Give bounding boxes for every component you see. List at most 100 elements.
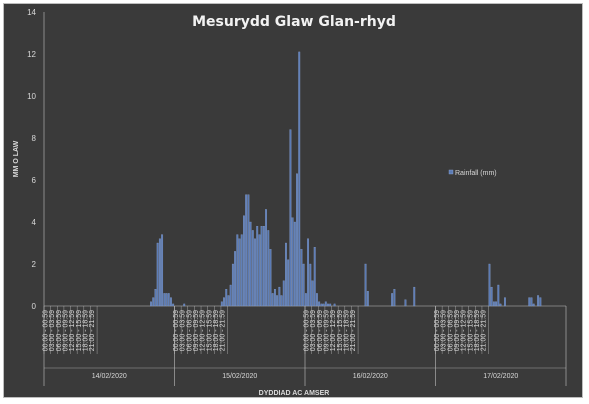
rainfall-bar <box>307 238 310 307</box>
rainfall-bar <box>245 194 248 307</box>
rainfall-bar <box>256 226 259 307</box>
x-tick-label: 06:00 - 06:59 <box>186 310 193 351</box>
x-tick-label: 15:00 - 15:59 <box>206 310 213 351</box>
rainfall-bar <box>260 226 263 307</box>
rainfall-bar <box>271 293 274 307</box>
x-tick-label: 00:00 - 00:59 <box>304 310 311 351</box>
rainfall-bar <box>251 230 254 307</box>
rainfall-bar <box>413 286 416 307</box>
y-tick-label: 4 <box>32 218 37 227</box>
rainfall-bar <box>227 295 230 307</box>
rainfall-bar <box>183 303 186 307</box>
x-tick-label: 21:00 - 21:59 <box>481 310 488 351</box>
x-tick-label: 09:00 - 09:59 <box>454 310 461 351</box>
rainfall-bar <box>262 226 265 307</box>
rainfall-bar <box>298 51 301 307</box>
x-tick-label: 12:00 - 12:59 <box>461 310 468 351</box>
rainfall-bar <box>273 289 276 307</box>
rainfall-bar <box>258 234 261 307</box>
rainfall-bar <box>320 303 323 307</box>
rainfall-bar <box>532 303 535 307</box>
x-tick-label: 09:00 - 09:59 <box>324 310 331 351</box>
rainfall-bar <box>291 217 294 307</box>
x-tick-label: 06:00 - 06:59 <box>56 310 63 351</box>
rainfall-bar <box>289 129 292 307</box>
chart-title: Mesurydd Glaw Glan-rhyd <box>192 14 396 30</box>
x-tick-label: 12:00 - 12:59 <box>69 310 76 351</box>
rainfall-bar <box>249 221 252 307</box>
rainfall-bar <box>329 303 332 307</box>
x-tick-label: 18:00 - 18:59 <box>82 310 89 351</box>
rainfall-bar <box>234 251 237 307</box>
rainfall-chart: Mesurydd Glaw Glan-rhyd 0 2 4 6 8 10 12 14 MM O L… <box>13 8 567 397</box>
rainfall-bar <box>278 286 281 307</box>
x-tick-label: 18:00 - 18:59 <box>474 310 481 351</box>
rainfall-bar <box>490 286 493 307</box>
rainfall-bar <box>150 301 152 307</box>
x-tick-label: 03:00 - 03:59 <box>180 310 187 351</box>
day-label: 16/02/2020 <box>353 373 388 380</box>
x-tick-label: 06:00 - 06:59 <box>447 310 454 351</box>
rainfall-bar <box>293 221 296 307</box>
y-tick-label: 14 <box>27 8 36 17</box>
rainfall-bar <box>495 301 498 307</box>
rainfall-bar <box>231 263 234 307</box>
rainfall-bar <box>282 280 285 307</box>
day-label: 14/02/2020 <box>92 373 127 380</box>
x-tick-label: 21:00 - 21:59 <box>220 310 227 351</box>
rainfall-bar <box>309 263 312 307</box>
rainfall-bar <box>154 289 157 307</box>
x-tick-label: 09:00 - 09:59 <box>193 310 200 351</box>
rainfall-bar <box>240 234 243 307</box>
rainfall-bar <box>165 293 168 307</box>
rainfall-bar <box>391 293 394 307</box>
x-tick-label: 00:00 - 00:59 <box>43 310 50 351</box>
rainfall-bar <box>504 297 506 307</box>
rainfall-bar <box>311 280 314 307</box>
x-tick-label: 03:00 - 03:59 <box>310 310 317 351</box>
rainfall-bar <box>265 209 267 307</box>
x-tick-label: 00:00 - 00:59 <box>173 310 180 351</box>
chart-frame: Mesurydd Glaw Glan-rhyd 0 2 4 6 8 10 12 14 MM O L… <box>3 3 583 398</box>
rainfall-bar <box>530 297 533 307</box>
rainfall-bar <box>243 215 245 307</box>
rainfall-bar <box>537 295 540 307</box>
rainfall-bar <box>225 289 228 307</box>
rainfall-bar <box>488 263 491 307</box>
rainfall-bar <box>267 230 270 307</box>
rainfall-bar <box>161 234 164 307</box>
x-tick-label: 18:00 - 18:59 <box>343 310 350 351</box>
rainfall-bar <box>287 259 290 307</box>
rainfall-bar <box>163 293 166 307</box>
rainfall-bar <box>304 293 307 307</box>
rainfall-bar <box>316 293 318 307</box>
day-label: 17/02/2020 <box>483 373 518 380</box>
y-tick-label: 10 <box>27 92 36 101</box>
y-tick-label: 0 <box>32 302 37 311</box>
x-tick-label: 12:00 - 12:59 <box>330 310 337 351</box>
rainfall-bar <box>313 247 316 307</box>
rainfall-bar <box>247 194 250 307</box>
rainfall-bar <box>302 263 305 307</box>
x-tick-label: 21:00 - 21:59 <box>89 310 96 351</box>
x-tick-label: 15:00 - 15:59 <box>76 310 83 351</box>
x-tick-label: 15:00 - 15:59 <box>337 310 344 351</box>
day-label: 15/02/2020 <box>222 373 257 380</box>
x-tick-label: 06:00 - 06:59 <box>317 310 324 351</box>
rainfall-bar <box>499 303 502 307</box>
rainfall-bar <box>497 284 500 307</box>
y-tick-label: 8 <box>32 134 37 143</box>
rainfall-bar <box>285 242 287 307</box>
rainfall-bar <box>170 297 172 307</box>
rainfall-bar <box>364 263 367 307</box>
rainfall-bar <box>223 297 225 307</box>
rainfall-bar <box>539 297 542 307</box>
rainfall-bar <box>324 301 327 307</box>
x-tick-label: 00:00 - 00:59 <box>434 310 441 351</box>
rainfall-bar <box>296 173 298 307</box>
x-axis-label: DYDDIAD AC AMSER <box>259 390 330 397</box>
x-tick-label: 21:00 - 21:59 <box>350 310 357 351</box>
rainfall-bar <box>269 249 272 307</box>
rainfall-bar <box>276 295 279 307</box>
rainfall-bar <box>172 303 175 307</box>
